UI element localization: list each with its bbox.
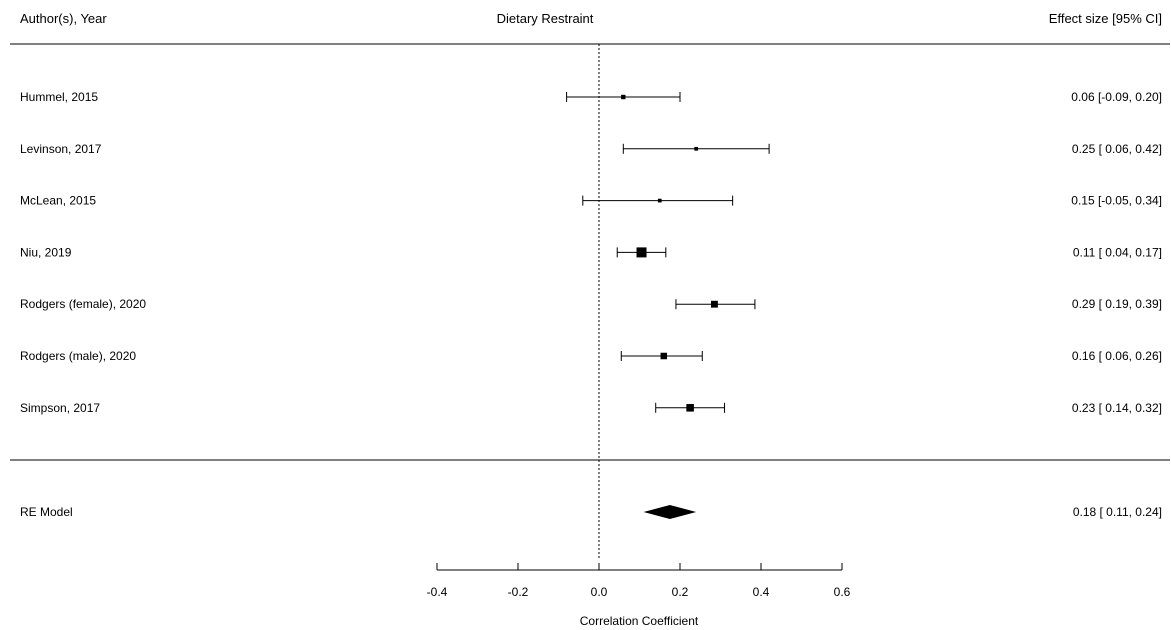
effect-size-label: 0.25 [ 0.06, 0.42]	[1072, 142, 1162, 156]
effect-size-label: 0.16 [ 0.06, 0.26]	[1072, 349, 1162, 363]
summary-label: RE Model	[20, 505, 73, 519]
study-label: Rodgers (male), 2020	[20, 349, 136, 363]
point-estimate	[621, 94, 626, 100]
summary-diamond	[643, 505, 697, 519]
point-estimate	[711, 300, 718, 308]
point-estimate	[694, 146, 699, 151]
x-tick-label: 0.4	[753, 585, 770, 599]
study-label: Levinson, 2017	[20, 142, 102, 156]
summary-row: RE Model 0.18 [ 0.11, 0.24]	[20, 505, 1162, 519]
study-row: Niu, 2019 0.11 [ 0.04, 0.17]	[20, 245, 1162, 259]
x-tick-label: -0.2	[508, 585, 529, 599]
point-estimate	[660, 352, 668, 360]
effect-size-label: 0.23 [ 0.14, 0.32]	[1072, 401, 1162, 415]
study-row: Rodgers (male), 2020 0.16 [ 0.06, 0.26]	[20, 349, 1162, 363]
x-tick-label: 0.2	[672, 585, 689, 599]
study-label: Rodgers (female), 2020	[20, 297, 146, 311]
study-row: Rodgers (female), 2020 0.29 [ 0.19, 0.39]	[20, 297, 1162, 311]
study-label: Niu, 2019	[20, 245, 72, 259]
study-label: Hummel, 2015	[20, 90, 98, 104]
point-estimate	[636, 247, 647, 258]
point-estimate	[657, 198, 662, 203]
study-row: Levinson, 2017 0.25 [ 0.06, 0.42]	[20, 142, 1162, 156]
study-label: Simpson, 2017	[20, 401, 100, 415]
study-row: Hummel, 2015 0.06 [-0.09, 0.20]	[20, 90, 1162, 104]
study-rows: Hummel, 2015 0.06 [-0.09, 0.20] Levinson, …	[20, 90, 1162, 415]
study-row: Simpson, 2017 0.23 [ 0.14, 0.32]	[20, 401, 1162, 415]
effect-size-label: 0.15 [-0.05, 0.34]	[1071, 194, 1162, 208]
header-authors: Author(s), Year	[20, 11, 107, 26]
x-axis: -0.4 -0.2 0.0 0.2 0.4 0.6	[427, 563, 851, 599]
effect-size-label: 0.11 [ 0.04, 0.17]	[1073, 245, 1162, 259]
header-effect-size: Effect size [95% CI]	[1049, 11, 1162, 26]
study-label: McLean, 2015	[20, 194, 96, 208]
header-title: Dietary Restraint	[497, 11, 594, 26]
study-row: McLean, 2015 0.15 [-0.05, 0.34]	[20, 194, 1162, 208]
effect-size-label: 0.06 [-0.09, 0.20]	[1071, 90, 1162, 104]
x-axis-title: Correlation Coefficient	[580, 614, 699, 628]
x-tick-label: 0.6	[834, 585, 851, 599]
x-tick-label: -0.4	[427, 585, 448, 599]
x-tick-label: 0.0	[591, 585, 608, 599]
effect-size-label: 0.29 [ 0.19, 0.39]	[1072, 297, 1162, 311]
summary-effect-label: 0.18 [ 0.11, 0.24]	[1073, 505, 1162, 519]
point-estimate	[686, 404, 694, 412]
